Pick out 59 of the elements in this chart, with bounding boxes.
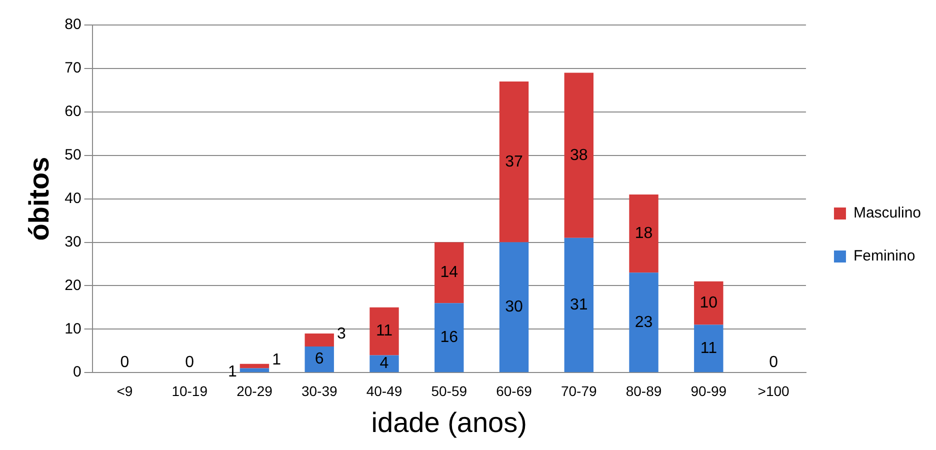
bar — [304, 333, 334, 347]
data-label: 16 — [440, 328, 458, 346]
data-label: 11 — [700, 340, 718, 357]
bar — [629, 194, 658, 273]
data-label: 6 — [314, 350, 324, 368]
y-tick-label: 10 — [64, 320, 82, 338]
x-tick-label: 80-89 — [626, 382, 662, 399]
x-axis-title: idade (anos) — [371, 406, 527, 438]
y-tick-label: 20 — [64, 276, 82, 294]
y-tick-label: 30 — [64, 233, 82, 250]
data-label: 10 — [700, 294, 718, 312]
data-label: 1 — [228, 364, 237, 381]
legend-label: Masculino — [853, 204, 921, 222]
data-label: 3 — [336, 325, 346, 342]
data-label: 0 — [769, 354, 778, 372]
bar — [499, 81, 529, 242]
y-tick-label: 60 — [64, 103, 82, 120]
x-tick-label: 70-79 — [560, 382, 598, 399]
legend-label: Feminino — [853, 248, 916, 265]
x-tick-label: 50-59 — [431, 382, 468, 399]
bar — [434, 303, 464, 372]
data-label: 18 — [634, 224, 653, 242]
bar — [434, 242, 464, 304]
x-tick-label: 10-19 — [172, 382, 208, 399]
data-label: 0 — [185, 354, 194, 372]
bar — [564, 72, 594, 238]
bar — [629, 272, 658, 372]
data-label: 0 — [120, 354, 130, 372]
x-tick-label: <9 — [116, 382, 133, 399]
data-label: 4 — [380, 355, 389, 372]
y-tick-label: 50 — [64, 146, 82, 164]
bar — [240, 364, 270, 368]
bar — [370, 355, 399, 372]
x-tick-label: >100 — [758, 382, 790, 399]
y-tick-label: 80 — [64, 16, 82, 34]
data-label: 23 — [634, 314, 653, 331]
x-tick-label: 40-49 — [366, 382, 402, 399]
bar — [499, 242, 529, 372]
bar — [240, 368, 270, 372]
data-label: 11 — [376, 322, 393, 340]
data-label: 14 — [440, 264, 458, 282]
y-tick-label: 0 — [72, 364, 82, 381]
x-tick-label: 90-99 — [690, 382, 727, 399]
x-tick-label: 60-69 — [496, 382, 532, 399]
x-tick-label: 20-29 — [236, 382, 273, 399]
data-label: 1 — [272, 351, 282, 368]
data-label: 30 — [505, 298, 524, 316]
y-tick-label: 70 — [64, 60, 82, 77]
data-label: 31 — [570, 296, 588, 314]
bar — [694, 324, 724, 372]
x-tick-label: 30-39 — [301, 382, 338, 399]
bar — [694, 281, 724, 325]
bar — [564, 238, 594, 372]
y-axis-title: óbitos — [24, 156, 55, 241]
y-tick-label: 40 — [64, 190, 82, 207]
bar — [304, 346, 334, 372]
data-label: 37 — [505, 153, 524, 170]
data-label: 38 — [570, 146, 588, 164]
bar — [370, 307, 399, 356]
